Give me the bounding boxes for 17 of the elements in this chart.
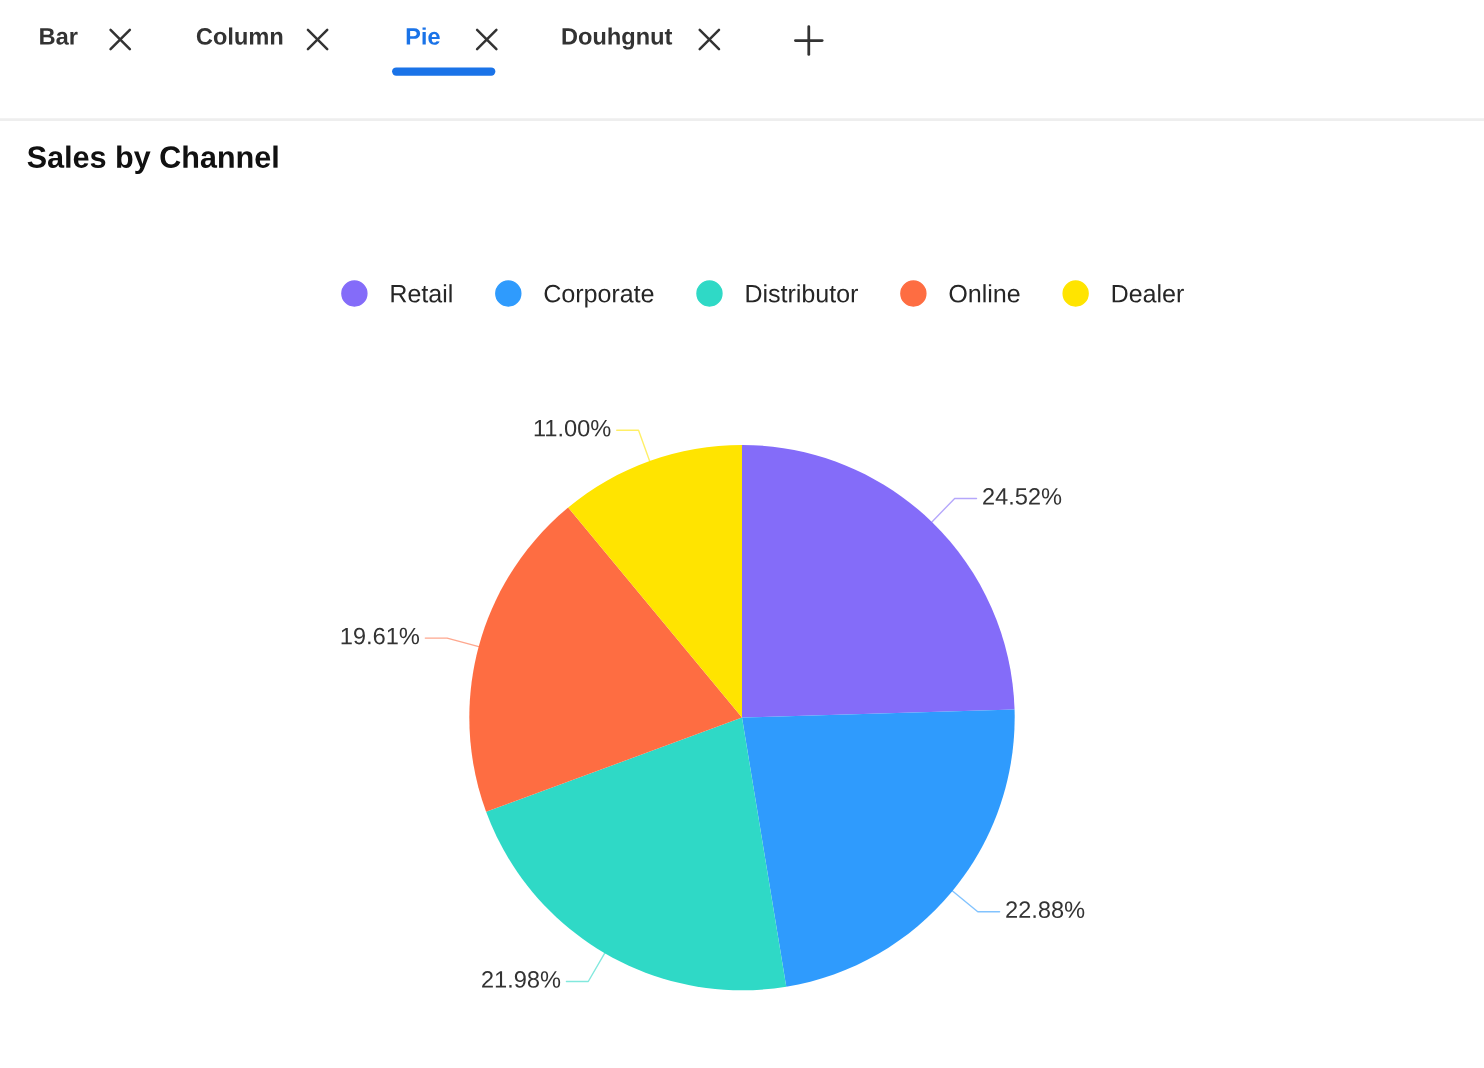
legend-label: Distributor: [746, 284, 858, 303]
text: Column: [196, 27, 283, 45]
data-label: 21.98%: [482, 971, 561, 988]
text: Pie: [406, 27, 440, 45]
data-label: 24.52%: [983, 488, 1062, 505]
legend-label: Corporate: [544, 284, 654, 308]
legend-label: Online: [949, 284, 1020, 303]
text: Douhgnut: [562, 27, 673, 50]
chart-title: Sales by Channel: [27, 145, 278, 175]
data-label: 22.88%: [1006, 901, 1085, 919]
legend-label: Dealer: [1112, 284, 1184, 303]
pie-slice: [469, 507, 742, 812]
pie-slice: [568, 444, 742, 718]
data-label: 19.61%: [341, 627, 420, 645]
text: Bar: [40, 28, 78, 45]
data-label: 11.00%: [534, 419, 611, 437]
legend-label: Retail: [391, 284, 452, 303]
